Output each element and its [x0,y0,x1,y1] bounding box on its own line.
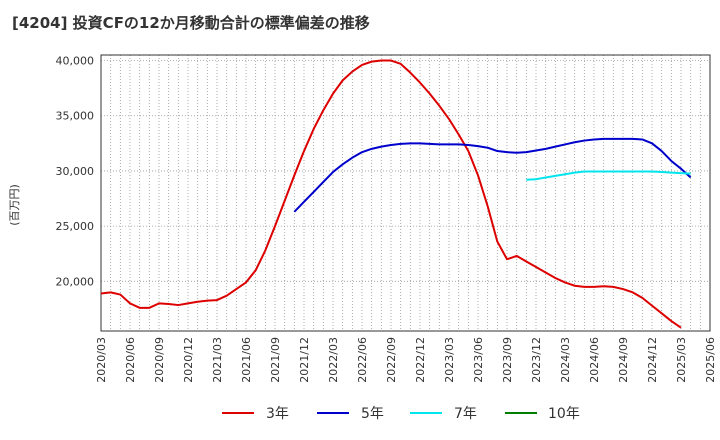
chart-title: [4204] 投資CFの12か月移動合計の標準偏差の推移 [12,14,370,32]
x-tick-label: 2024/12 [646,337,659,383]
x-tick-label: 2022/12 [414,337,427,383]
y-tick-label: 20,000 [56,275,95,288]
x-tick-label: 2020/06 [124,337,137,383]
legend-label: 3年 [266,406,289,422]
x-tick-label: 2023/06 [472,337,485,383]
x-tick-label: 2020/09 [153,337,166,383]
x-tick-label: 2024/03 [559,337,572,383]
x-tick-label: 2022/06 [356,337,369,383]
legend-label: 7年 [454,406,477,422]
y-tick-label: 25,000 [56,220,95,233]
y-tick-label: 35,000 [56,110,95,123]
x-tick-label: 2021/06 [240,337,253,383]
legend-label: 10年 [548,406,580,422]
x-tick-label: 2021/09 [269,337,282,383]
x-tick-label: 2022/09 [385,337,398,383]
x-axis: 2020/03 2020/06 2020/09 2020/12 2021/03 2021/… [95,337,717,383]
x-tick-label: 2021/12 [298,337,311,383]
x-tick-label: 2020/03 [95,337,108,383]
series-line-7年 [526,170,691,181]
y-tick-label: 40,000 [56,55,95,68]
x-tick-label: 2024/09 [617,337,630,383]
x-tick-label: 2025/06 [704,337,717,383]
x-tick-label: 2021/03 [211,337,224,383]
x-tick-label: 2020/12 [182,337,195,383]
y-axis: 20,000 25,000 30,000 35,000 40,000 [56,55,95,289]
series-line-3年 [100,59,682,329]
legend-label: 5年 [361,406,384,422]
x-tick-label: 2025/03 [675,337,688,383]
grid [100,55,711,331]
plot-frame [100,54,711,332]
y-axis-label: (百万円) [8,184,21,226]
x-tick-label: 2023/12 [530,337,543,383]
y-tick-label: 30,000 [56,165,95,178]
x-tick-label: 2022/03 [327,337,340,383]
legend: 3年 5年 7年 10年 [222,406,580,422]
x-tick-label: 2023/09 [501,337,514,383]
x-tick-label: 2024/06 [588,337,601,383]
series-line-5年 [293,137,692,213]
series-lines [100,59,692,329]
x-tick-label: 2023/03 [443,337,456,383]
